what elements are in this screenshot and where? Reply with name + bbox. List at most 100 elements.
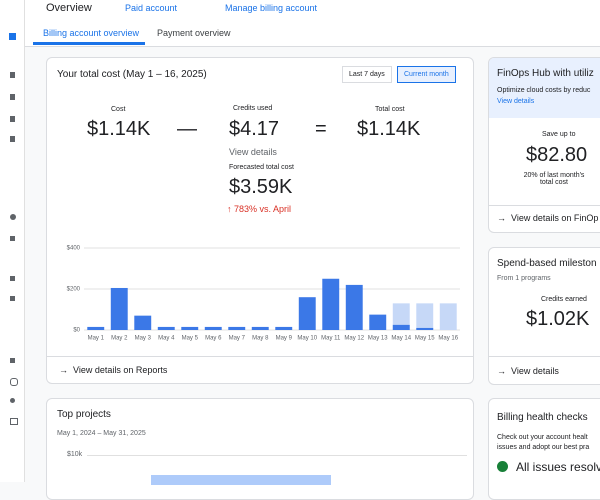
tab-underline bbox=[33, 42, 145, 45]
divider bbox=[47, 356, 473, 357]
x-tick-label: May 15 bbox=[415, 336, 435, 342]
nav-icon[interactable] bbox=[10, 276, 15, 281]
grid-line bbox=[87, 455, 467, 456]
milestone-card: Spend-based mileston From 1 programs Cre… bbox=[488, 247, 600, 385]
bar bbox=[251, 326, 269, 330]
x-tick-label: May 7 bbox=[229, 336, 246, 342]
desc: issues and adopt our best pra bbox=[497, 444, 590, 451]
label: Forecasted total cost bbox=[229, 164, 294, 171]
label: Total cost bbox=[375, 106, 405, 113]
desc: Optimize cloud costs by reduc bbox=[497, 87, 591, 94]
account-type[interactable]: Paid account bbox=[125, 3, 178, 13]
card-title: Spend-based mileston bbox=[497, 258, 597, 269]
x-tick-label: May 2 bbox=[111, 336, 128, 342]
y-tick-label: $0 bbox=[73, 328, 80, 334]
tab[interactable]: Payment overview bbox=[157, 28, 231, 38]
credits: $1.02K bbox=[526, 308, 590, 330]
label: Credits earned bbox=[541, 296, 587, 303]
tab[interactable]: Billing account overview bbox=[43, 28, 140, 38]
programs: From 1 programs bbox=[497, 275, 551, 282]
card-title: Your total cost (May 1 – 16, 2025) bbox=[57, 69, 207, 80]
note: 20% of last month's total cost bbox=[523, 172, 585, 186]
link[interactable]: → View details bbox=[497, 366, 559, 376]
nav-icon[interactable] bbox=[10, 214, 16, 220]
bar bbox=[87, 326, 105, 330]
page-title: Overview bbox=[46, 2, 92, 14]
link-text[interactable]: View details on FinOp bbox=[511, 213, 599, 223]
bar bbox=[110, 287, 128, 330]
link-text[interactable]: View details bbox=[511, 366, 559, 376]
x-tick-label: May 11 bbox=[321, 336, 341, 342]
card-title: Top projects bbox=[57, 409, 111, 420]
x-tick-label: May 8 bbox=[252, 336, 269, 342]
savings: $82.80 bbox=[526, 144, 588, 166]
bar bbox=[392, 303, 410, 330]
x-tick-label: May 14 bbox=[391, 336, 411, 342]
sidebar bbox=[0, 0, 25, 482]
bar bbox=[392, 324, 410, 330]
topbar: Overview Paid account Manage billing acc… bbox=[25, 0, 600, 47]
x-tick-label: May 4 bbox=[158, 336, 175, 342]
nav-icon[interactable] bbox=[10, 378, 18, 386]
operator: = bbox=[315, 118, 327, 140]
nav-icon[interactable] bbox=[10, 236, 15, 241]
change-text: 783% vs. April bbox=[234, 204, 292, 214]
bar bbox=[416, 303, 434, 330]
x-tick-label: May 16 bbox=[438, 336, 458, 342]
nav-icon[interactable] bbox=[10, 296, 15, 301]
card-title: FinOps Hub with utiliz bbox=[497, 68, 594, 79]
forecast: $3.59K bbox=[229, 176, 293, 198]
bar bbox=[151, 475, 331, 485]
divider bbox=[489, 205, 600, 206]
bar bbox=[275, 326, 293, 330]
reports-link[interactable]: → View details on Reports bbox=[59, 365, 168, 375]
y-tick-label: $400 bbox=[67, 246, 81, 252]
bar bbox=[181, 326, 199, 330]
nav-icon[interactable] bbox=[10, 358, 15, 363]
nav-icon[interactable] bbox=[9, 33, 16, 40]
total: $1.14K bbox=[357, 118, 421, 140]
nav-icon[interactable] bbox=[10, 418, 18, 425]
x-tick-label: May 9 bbox=[276, 336, 293, 342]
health-card: Billing health checks Check out your acc… bbox=[488, 398, 600, 500]
bar bbox=[345, 284, 363, 330]
x-tick-label: May 1 bbox=[88, 336, 105, 342]
x-tick-label: May 6 bbox=[205, 336, 222, 342]
nav-icon[interactable] bbox=[10, 72, 15, 78]
link[interactable]: View details bbox=[497, 98, 535, 105]
finops-card: FinOps Hub with utiliz Optimize cloud co… bbox=[488, 57, 600, 233]
link[interactable]: → View details on FinOp bbox=[497, 213, 599, 223]
x-tick-label: May 3 bbox=[135, 336, 152, 342]
label: Credits used bbox=[233, 105, 273, 112]
view-details[interactable]: View details bbox=[229, 147, 277, 157]
forecast-change: ↑ 783% vs. April bbox=[227, 204, 292, 214]
bar bbox=[204, 326, 222, 330]
manage-link[interactable]: Manage billing account bbox=[225, 3, 318, 13]
credits: $4.17 bbox=[229, 118, 280, 140]
bar bbox=[134, 315, 152, 330]
chart: $0 $200 $400 May 1 May 2 May 3 May 4 May 5 May 6… bbox=[67, 246, 460, 342]
nav-icon[interactable] bbox=[10, 94, 15, 100]
y-tick-label: $200 bbox=[67, 287, 81, 293]
bar bbox=[369, 314, 387, 330]
desc: Check out your account healt bbox=[497, 434, 588, 441]
x-tick-label: May 12 bbox=[344, 336, 364, 342]
bar bbox=[322, 278, 340, 330]
date-range: May 1, 2024 – May 31, 2025 bbox=[57, 430, 146, 437]
nav-icon[interactable] bbox=[10, 398, 15, 403]
label: Save up to bbox=[542, 131, 576, 138]
link-text[interactable]: View details on Reports bbox=[73, 365, 168, 375]
x-tick-label: May 5 bbox=[182, 336, 199, 342]
bar bbox=[157, 326, 175, 330]
bar bbox=[228, 326, 246, 330]
nav-icon[interactable] bbox=[10, 136, 15, 142]
x-tick-label: May 10 bbox=[297, 336, 317, 342]
range-button[interactable]: Current month bbox=[397, 66, 456, 83]
range-button[interactable]: Last 7 days bbox=[342, 66, 392, 83]
cost: $1.14K bbox=[87, 118, 151, 140]
nav-icon[interactable] bbox=[10, 116, 15, 122]
check-icon bbox=[497, 461, 508, 472]
axis-label: $10k bbox=[67, 451, 83, 458]
x-tick-label: May 13 bbox=[368, 336, 388, 342]
